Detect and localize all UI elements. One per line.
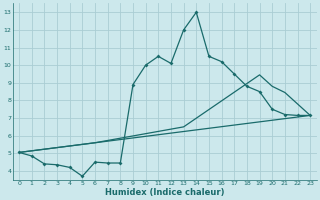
X-axis label: Humidex (Indice chaleur): Humidex (Indice chaleur) <box>105 188 224 197</box>
